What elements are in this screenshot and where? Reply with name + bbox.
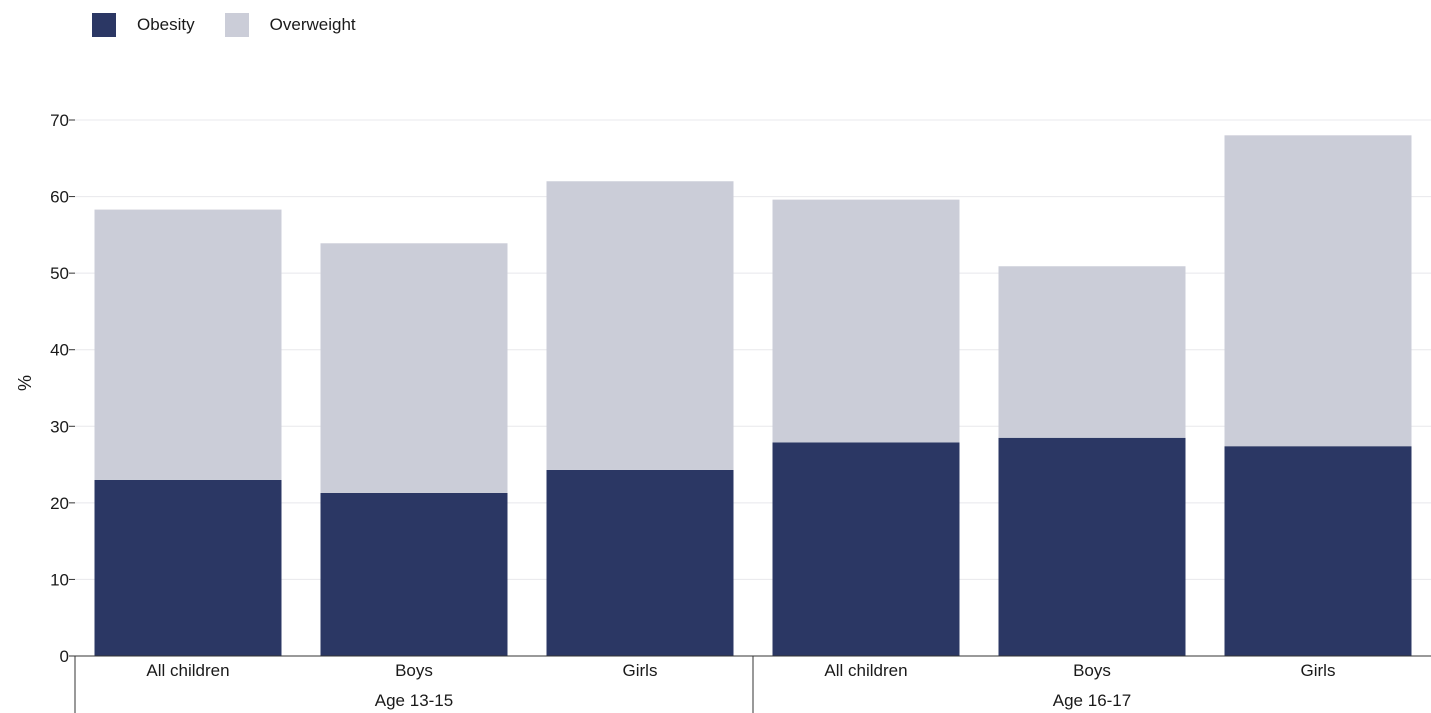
x-tick-label: Boys: [395, 661, 433, 680]
bar-obesity: [546, 469, 734, 656]
legend-item-overweight[interactable]: Overweight: [224, 13, 356, 37]
bar-obesity: [998, 437, 1186, 656]
legend-swatch-obesity: [92, 13, 116, 37]
bar-overweight: [998, 266, 1186, 438]
legend-item-obesity[interactable]: Obesity: [92, 13, 195, 37]
y-tick-label: 70: [50, 111, 69, 130]
x-group-label: Age 16-17: [1053, 691, 1131, 710]
x-tick-label: Girls: [623, 661, 658, 680]
chart-legend: Obesity Overweight: [92, 13, 386, 37]
bar-overweight: [1224, 135, 1412, 447]
bar-obesity: [1224, 446, 1412, 656]
axes: [74, 655, 1431, 713]
y-tick-label: 60: [50, 188, 69, 207]
x-group-label: Age 13-15: [375, 691, 453, 710]
legend-label-overweight: Overweight: [269, 15, 356, 34]
y-tick-label: 40: [50, 341, 69, 360]
bar-obesity: [94, 479, 282, 656]
y-tick-label: 0: [60, 647, 69, 666]
x-tick-label: All children: [146, 661, 229, 680]
y-tick-label: 50: [50, 264, 69, 283]
y-tick-label: 20: [50, 494, 69, 513]
y-axis-ticks: 0 10 20 30 40 50 60 70: [50, 111, 75, 666]
x-tick-label: Girls: [1301, 661, 1336, 680]
bar-overweight: [320, 243, 508, 493]
bar-obesity: [320, 492, 508, 656]
y-axis-title: %: [15, 375, 35, 391]
legend-swatch-overweight: [224, 13, 249, 37]
bar-overweight: [772, 199, 960, 443]
legend-label-obesity: Obesity: [137, 15, 195, 34]
x-tick-label: Boys: [1073, 661, 1111, 680]
bar-obesity: [772, 442, 960, 656]
bar-overweight: [546, 181, 734, 470]
x-axis-labels: All children Boys Girls All children Boys Gir…: [146, 661, 1335, 710]
x-tick-label: All children: [824, 661, 907, 680]
y-tick-label: 30: [50, 417, 69, 436]
gridlines: [75, 119, 1431, 580]
y-tick-label: 10: [50, 570, 69, 589]
bar-overweight: [94, 209, 282, 480]
bars: [94, 135, 1412, 656]
